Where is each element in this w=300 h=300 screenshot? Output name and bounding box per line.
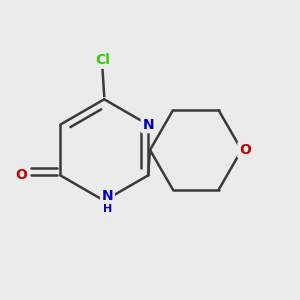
Text: O: O	[15, 168, 27, 182]
Text: O: O	[239, 143, 251, 157]
Text: Cl: Cl	[95, 53, 110, 67]
Text: N: N	[142, 118, 154, 132]
Text: N: N	[102, 189, 113, 203]
Text: H: H	[103, 204, 112, 214]
